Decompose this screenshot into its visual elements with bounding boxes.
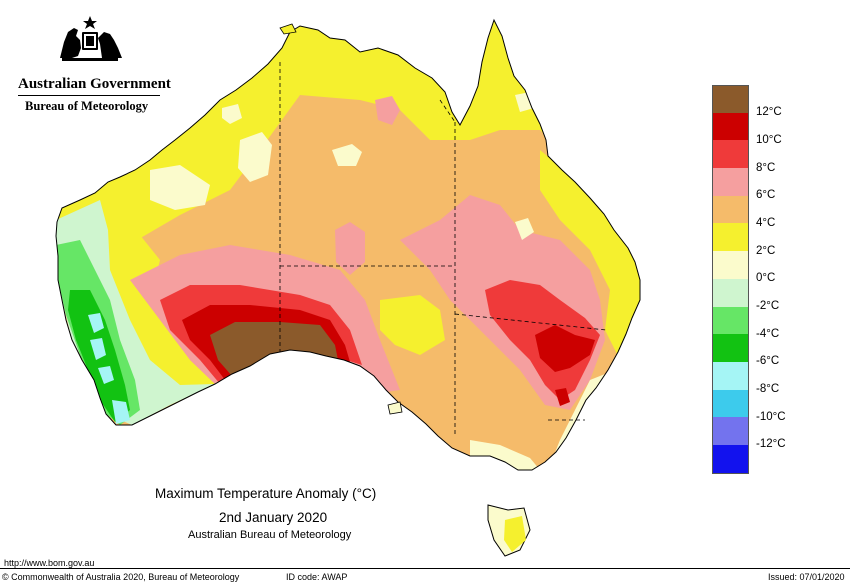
legend-tick-label: -6°C [756, 355, 780, 367]
legend-swatch [712, 417, 748, 445]
legend-swatch [712, 361, 748, 390]
legend-swatch [712, 168, 748, 196]
legend-tick-label: -2°C [756, 300, 780, 312]
legend-tick-label: 2°C [756, 245, 776, 257]
issued-date: Issued: 07/01/2020 [768, 572, 845, 582]
footer-divider [0, 568, 850, 569]
legend-swatch [712, 334, 748, 362]
legend-swatch [712, 140, 748, 169]
legend-swatch [712, 278, 748, 307]
legend-tick-label: 6°C [756, 189, 776, 201]
government-name: Australian Government [18, 76, 171, 92]
legend-tick-label: -12°C [756, 438, 786, 450]
map-source: Australian Bureau of Meteorology [188, 529, 352, 541]
legend-tick-label: 8°C [756, 162, 776, 174]
legend-tick-label: -10°C [756, 411, 786, 423]
legend-tick-label: 12°C [756, 106, 782, 118]
legend-tick-label: 0°C [756, 272, 776, 284]
color-legend [712, 85, 748, 473]
coat-of-arms-logo [60, 16, 122, 61]
legend-swatch [712, 195, 748, 224]
legend-swatch [712, 251, 748, 279]
legend-tick-label: 10°C [756, 134, 782, 146]
legend-swatch [712, 85, 748, 113]
legend-swatch [712, 444, 748, 473]
agency-name: Bureau of Meteorology [25, 99, 149, 113]
header-divider [18, 95, 160, 96]
id-code: ID code: AWAP [286, 572, 348, 582]
legend-swatch [712, 223, 748, 252]
legend-tick-label: -8°C [756, 383, 780, 395]
legend-swatch [712, 389, 748, 418]
copyright-notice: © Commonwealth of Australia 2020, Bureau… [2, 572, 240, 582]
map-date: 2nd January 2020 [219, 510, 328, 525]
legend-tick-label: -4°C [756, 328, 780, 340]
legend-swatch [712, 112, 748, 141]
legend-swatch [712, 306, 748, 335]
legend-tick-label: 4°C [756, 217, 776, 229]
website-url: http://www.bom.gov.au [4, 558, 95, 568]
map-title: Maximum Temperature Anomaly (°C) [155, 486, 377, 501]
